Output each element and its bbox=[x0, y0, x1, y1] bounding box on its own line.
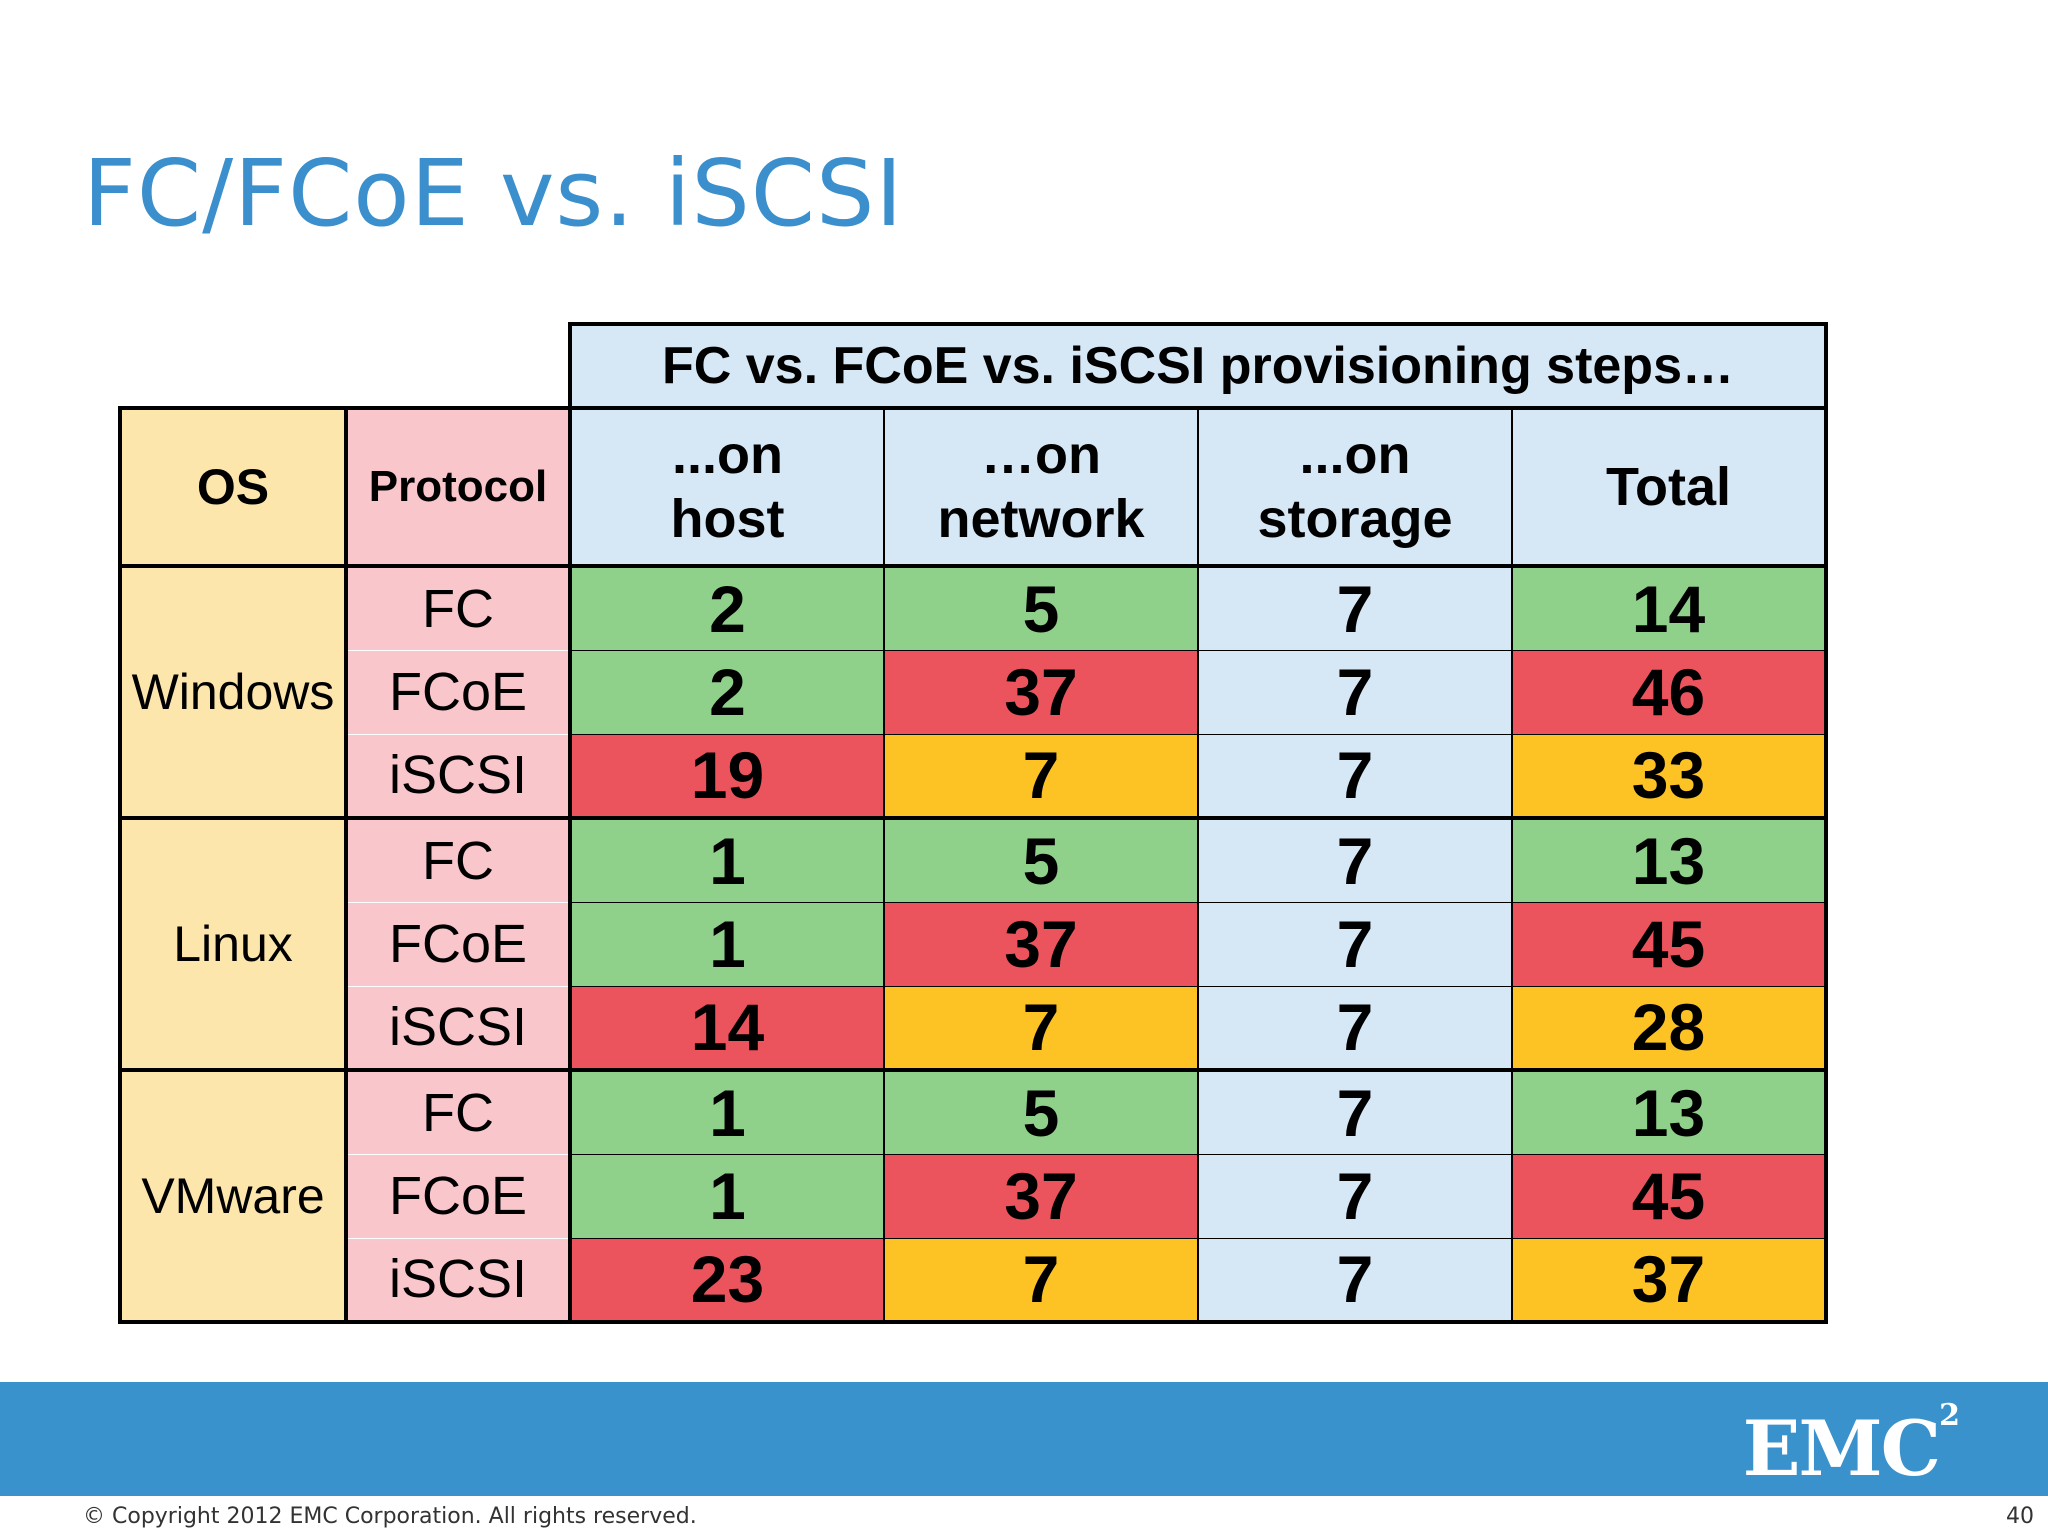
table-banner: FC vs. FCoE vs. iSCSI provisioning steps… bbox=[568, 322, 1828, 410]
header-on-storage-line2: storage bbox=[1257, 489, 1453, 549]
protocol-cell: FCoE bbox=[345, 649, 572, 735]
copyright-notice: © Copyright 2012 EMC Corporation. All ri… bbox=[83, 1504, 697, 1529]
network-steps-cell: 7 bbox=[883, 985, 1199, 1072]
network-steps-cell: 7 bbox=[883, 1237, 1199, 1324]
table-row: Linux FC 1 5 7 13 bbox=[118, 816, 1828, 1072]
total-steps-cell: 37 bbox=[1511, 1237, 1828, 1324]
storage-steps-cell: 7 bbox=[1197, 901, 1513, 987]
header-on-network-line2: network bbox=[937, 489, 1145, 549]
total-steps-cell: 45 bbox=[1511, 1153, 1828, 1239]
total-steps-cell: 45 bbox=[1511, 901, 1828, 987]
storage-steps-cell: 7 bbox=[1197, 1237, 1513, 1324]
network-steps-cell: 7 bbox=[883, 733, 1199, 820]
header-row: OS Protocol ...on host …on network ...on… bbox=[118, 406, 1828, 568]
header-on-host-line2: host bbox=[670, 489, 785, 549]
header-on-network-line1: …on bbox=[981, 425, 1101, 485]
protocol-cell: FC bbox=[345, 564, 572, 651]
total-steps-cell: 33 bbox=[1511, 733, 1828, 820]
total-steps-cell: 28 bbox=[1511, 985, 1828, 1072]
table-row: FCoE 2 37 7 46 bbox=[120, 649, 1828, 735]
total-steps-cell: 13 bbox=[1511, 1068, 1828, 1155]
network-steps-cell: 37 bbox=[883, 1153, 1199, 1239]
protocol-cell: iSCSI bbox=[345, 985, 572, 1072]
network-steps-cell: 37 bbox=[883, 901, 1199, 987]
os-cell-vmware: VMware bbox=[118, 1068, 348, 1324]
header-on-host-line1: ...on bbox=[672, 425, 783, 485]
storage-steps-cell: 7 bbox=[1197, 564, 1513, 651]
protocol-cell: FCoE bbox=[345, 1153, 572, 1239]
storage-steps-cell: 7 bbox=[1197, 733, 1513, 820]
table-row: iSCSI 19 7 7 33 bbox=[120, 733, 1828, 820]
table-row: FCoE 1 37 7 45 bbox=[120, 1153, 1828, 1239]
header-on-storage: ...on storage bbox=[1197, 406, 1513, 568]
table-row: iSCSI 14 7 7 28 bbox=[120, 985, 1828, 1072]
protocol-cell: iSCSI bbox=[345, 1237, 572, 1324]
host-steps-cell: 23 bbox=[569, 1237, 885, 1324]
total-steps-cell: 13 bbox=[1511, 816, 1828, 903]
table-row: iSCSI 23 7 7 37 bbox=[120, 1237, 1828, 1324]
protocol-cell: FCoE bbox=[345, 901, 572, 987]
emc-logo: EMC2 bbox=[1742, 1398, 1960, 1493]
footer-bar: EMC2 bbox=[0, 1382, 2048, 1496]
table-row: Windows FC 2 5 7 14 bbox=[118, 564, 1828, 820]
table-row: VMware FC 1 5 7 13 bbox=[118, 1068, 1828, 1324]
total-steps-cell: 46 bbox=[1511, 649, 1828, 735]
total-steps-cell: 14 bbox=[1511, 564, 1828, 651]
os-cell-linux: Linux bbox=[118, 816, 348, 1072]
host-steps-cell: 1 bbox=[569, 816, 885, 903]
storage-steps-cell: 7 bbox=[1197, 1153, 1513, 1239]
header-on-host: ...on host bbox=[568, 406, 885, 568]
host-steps-cell: 1 bbox=[569, 1068, 885, 1155]
storage-steps-cell: 7 bbox=[1197, 1068, 1513, 1155]
network-steps-cell: 5 bbox=[883, 816, 1199, 903]
header-on-network: …on network bbox=[883, 406, 1199, 568]
host-steps-cell: 14 bbox=[569, 985, 885, 1072]
logo-superscript: 2 bbox=[1939, 1398, 1960, 1433]
host-steps-cell: 1 bbox=[569, 1153, 885, 1239]
header-os: OS bbox=[118, 406, 348, 568]
storage-steps-cell: 7 bbox=[1197, 649, 1513, 735]
slide-title: FC/FCoE vs. iSCSI bbox=[83, 140, 904, 247]
host-steps-cell: 1 bbox=[569, 901, 885, 987]
logo-text: EMC bbox=[1742, 1404, 1942, 1493]
header-total: Total bbox=[1511, 406, 1828, 568]
header-on-storage-line1: ...on bbox=[1299, 425, 1411, 485]
banner-row: FC vs. FCoE vs. iSCSI provisioning steps… bbox=[120, 322, 1828, 410]
host-steps-cell: 2 bbox=[569, 649, 885, 735]
page-number: 40 bbox=[2006, 1504, 2034, 1529]
provisioning-steps-table: FC vs. FCoE vs. iSCSI provisioning steps… bbox=[118, 322, 1828, 1324]
protocol-cell: FC bbox=[345, 1068, 572, 1155]
protocol-cell: FC bbox=[345, 816, 572, 903]
host-steps-cell: 19 bbox=[569, 733, 885, 820]
network-steps-cell: 5 bbox=[883, 564, 1199, 651]
os-cell-windows: Windows bbox=[118, 564, 348, 820]
protocol-cell: iSCSI bbox=[345, 733, 572, 820]
header-protocol: Protocol bbox=[345, 406, 572, 568]
table-row: FCoE 1 37 7 45 bbox=[120, 901, 1828, 987]
storage-steps-cell: 7 bbox=[1197, 816, 1513, 903]
network-steps-cell: 5 bbox=[883, 1068, 1199, 1155]
host-steps-cell: 2 bbox=[569, 564, 885, 651]
storage-steps-cell: 7 bbox=[1197, 985, 1513, 1072]
network-steps-cell: 37 bbox=[883, 649, 1199, 735]
